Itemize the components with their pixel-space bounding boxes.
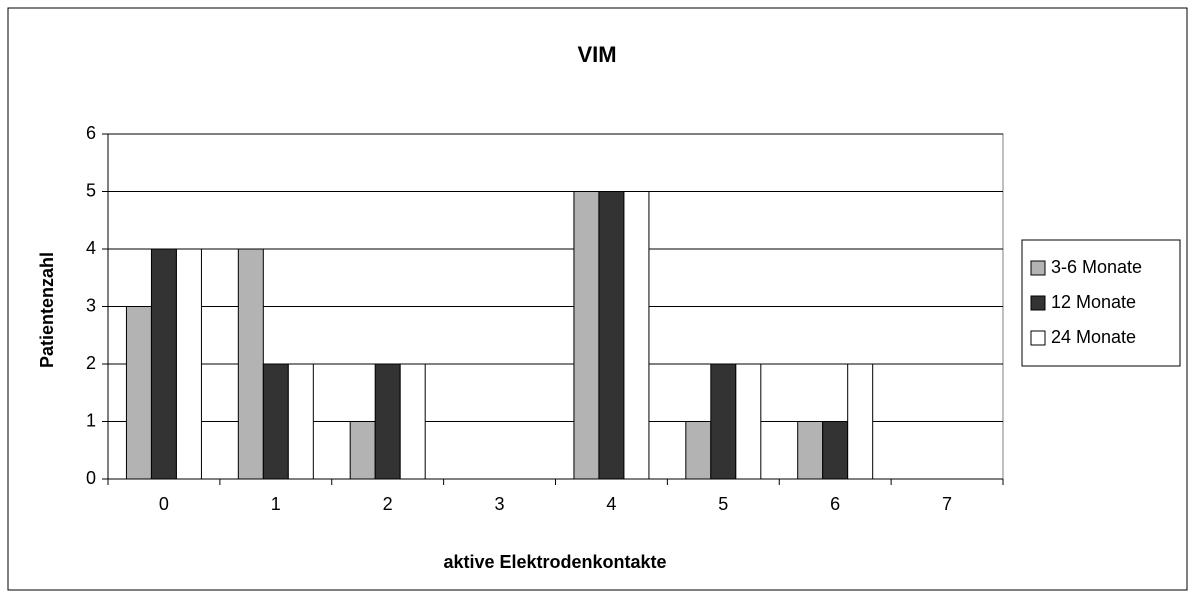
bar [598,191,625,480]
legend-swatch [1030,260,1046,276]
y-tick-label: 5 [86,180,96,200]
x-tick-label: 4 [606,494,616,514]
legend-box [1021,239,1181,367]
y-tick-label: 0 [86,468,96,488]
bar [125,306,152,480]
x-tick-label: 3 [495,494,505,514]
bar [735,363,762,480]
bar [847,363,874,480]
x-tick-label: 7 [942,494,952,514]
y-tick-label: 1 [86,410,96,430]
x-tick-label: 2 [383,494,393,514]
legend-label: 12 Monate [1051,292,1136,312]
bar [237,248,264,480]
x-axis-label: aktive Elektrodenkontakte [443,552,666,572]
bar [623,191,650,480]
x-tick-label: 1 [271,494,281,514]
bar [399,363,426,480]
bar [374,363,401,480]
legend-label: 3-6 Monate [1051,257,1142,277]
x-tick-label: 6 [830,494,840,514]
bar [150,248,177,480]
y-axis-label: Patientenzahl [37,252,57,368]
legend-label: 24 Monate [1051,327,1136,347]
bar [685,421,712,480]
legend-swatch [1030,295,1046,311]
bar [573,191,600,480]
y-tick-label: 3 [86,295,96,315]
y-tick-label: 4 [86,238,96,258]
y-tick-label: 2 [86,353,96,373]
x-tick-label: 0 [159,494,169,514]
bar [349,421,376,480]
bar [822,421,849,480]
legend-swatch [1030,330,1046,346]
bar [710,363,737,480]
x-tick-label: 5 [718,494,728,514]
bar [175,248,202,480]
chart-title: VIM [577,42,616,67]
y-tick-label: 6 [86,123,96,143]
bar [287,363,314,480]
bar [797,421,824,480]
bar [262,363,289,480]
